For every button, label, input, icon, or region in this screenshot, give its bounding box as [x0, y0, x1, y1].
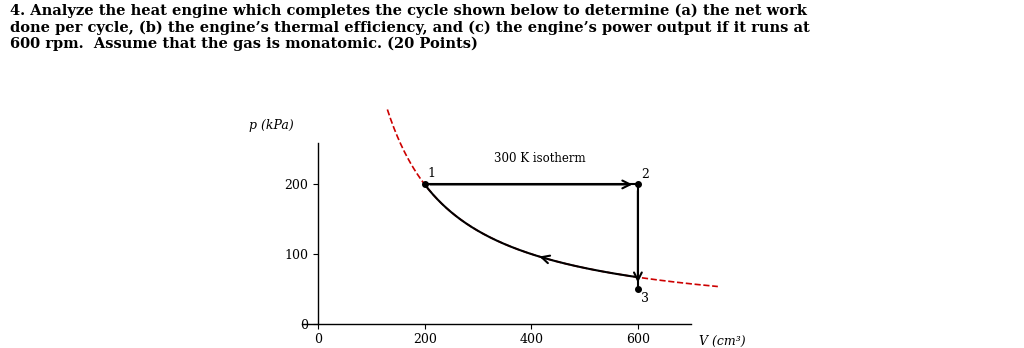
- Text: 4. Analyze the heat engine which completes the cycle shown below to determine (a: 4. Analyze the heat engine which complet…: [10, 3, 810, 51]
- Text: 3: 3: [641, 292, 649, 305]
- Text: 2: 2: [641, 168, 649, 181]
- Text: 300 K isotherm: 300 K isotherm: [494, 152, 586, 165]
- Y-axis label: p (kPa): p (kPa): [249, 119, 293, 132]
- X-axis label: V (cm³): V (cm³): [699, 334, 745, 348]
- Text: 1: 1: [428, 167, 436, 180]
